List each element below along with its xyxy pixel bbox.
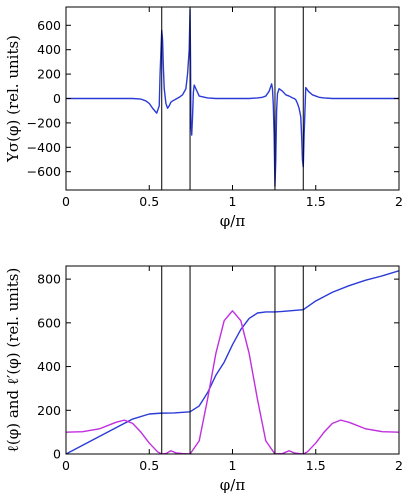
- y-tick-label: 0: [53, 91, 61, 106]
- y-tick-label: 400: [37, 42, 61, 57]
- y-tick-label: −400: [27, 140, 61, 155]
- y-tick-label: −200: [27, 115, 61, 130]
- lower-plot-frame: [65, 265, 400, 455]
- series-line-1: [66, 270, 399, 454]
- x-tick-label: 0.5: [139, 194, 159, 209]
- lower-y-axis-label: ℓ(φ) and ℓ′(φ) (rel. units): [4, 268, 22, 453]
- y-tick-label: 600: [37, 315, 61, 330]
- upper-vertical-markers: [161, 7, 304, 190]
- y-tick-label: 400: [37, 359, 61, 374]
- upper-y-axis-label: Υσ(φ) (rel. units): [4, 35, 22, 163]
- upper-series-layer: [66, 8, 399, 188]
- x-tick-label: 1: [229, 194, 237, 209]
- x-tick-label: 0: [62, 194, 70, 209]
- lower-x-axis-label: φ/π: [220, 476, 246, 494]
- x-tick-label: 2: [395, 458, 403, 473]
- y-tick-label: 800: [37, 272, 61, 287]
- y-tick-label: 0: [53, 447, 61, 462]
- x-tick-label: 0: [62, 458, 70, 473]
- x-tick-label: 1.5: [306, 194, 326, 209]
- lower-vertical-markers: [161, 266, 304, 454]
- x-tick-label: 1.5: [306, 458, 326, 473]
- chart-upper: 0 0.5 1 1.5 2 −600 −400 −200 0 200 400 600 φ/π Υσ(φ…: [4, 6, 403, 230]
- lower-ticks: 0 0.5 1 1.5 2 0 200 400 600 800: [37, 266, 403, 473]
- x-tick-label: 2: [395, 194, 403, 209]
- upper-ticks: 0 0.5 1 1.5 2 −600 −400 −200 0 200 400 600: [27, 7, 403, 209]
- lower-series-layer: [66, 270, 399, 454]
- chart-lower: 0 0.5 1 1.5 2 0 200 400 600 800 φ/π ℓ(φ) and ℓ′(φ…: [4, 265, 403, 494]
- series-line-2: [66, 310, 399, 454]
- x-tick-label: 0.5: [139, 458, 159, 473]
- y-tick-label: 200: [37, 403, 61, 418]
- series-line-1: [66, 8, 399, 188]
- y-tick-label: −600: [27, 164, 61, 179]
- x-tick-label: 1: [229, 458, 237, 473]
- upper-x-axis-label: φ/π: [220, 212, 246, 230]
- y-tick-label: 200: [37, 67, 61, 82]
- y-tick-label: 600: [37, 18, 61, 33]
